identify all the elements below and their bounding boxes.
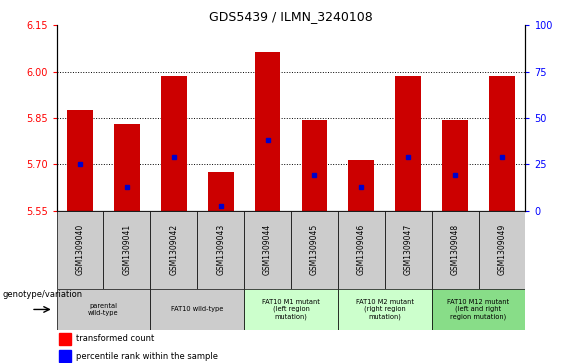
Bar (302, 119, 327, 211)
Text: GSM1309048: GSM1309048 (451, 224, 459, 275)
Bar (338, 289, 432, 330)
Bar (59, 333, 71, 345)
Text: GSM1309043: GSM1309043 (216, 224, 225, 275)
Text: genotype/variation: genotype/variation (3, 290, 83, 299)
Title: GDS5439 / ILMN_3240108: GDS5439 / ILMN_3240108 (209, 10, 373, 23)
Text: transformed count: transformed count (76, 334, 154, 343)
Bar (56, 289, 150, 330)
Bar (396, 76, 421, 211)
Text: GSM1309042: GSM1309042 (170, 224, 178, 275)
Bar (208, 172, 233, 211)
Text: FAT10 M2 mutant
(right region
mutation): FAT10 M2 mutant (right region mutation) (356, 299, 414, 320)
Text: GSM1309049: GSM1309049 (498, 224, 506, 275)
Text: parental
wild-type: parental wild-type (88, 303, 119, 316)
Text: FAT10 M12 mutant
(left and right
region mutation): FAT10 M12 mutant (left and right region … (447, 299, 510, 320)
Text: GSM1309045: GSM1309045 (310, 224, 319, 275)
Bar (489, 76, 515, 211)
Bar (432, 211, 479, 289)
Bar (56, 211, 103, 289)
Text: FAT10 wild-type: FAT10 wild-type (171, 306, 223, 313)
Bar (197, 211, 244, 289)
Bar (432, 289, 525, 330)
Text: percentile rank within the sample: percentile rank within the sample (76, 352, 218, 361)
Bar (479, 211, 525, 289)
Bar (67, 110, 93, 211)
Bar (291, 211, 338, 289)
Bar (161, 76, 186, 211)
Bar (114, 124, 140, 211)
Bar (103, 211, 150, 289)
Bar (244, 211, 291, 289)
Text: GSM1309041: GSM1309041 (123, 224, 131, 275)
Bar (255, 52, 280, 211)
Text: GSM1309040: GSM1309040 (76, 224, 84, 275)
Text: FAT10 M1 mutant
(left region
mutation): FAT10 M1 mutant (left region mutation) (262, 299, 320, 320)
Bar (150, 211, 197, 289)
Bar (150, 289, 244, 330)
Bar (338, 211, 385, 289)
Bar (442, 119, 468, 211)
Bar (244, 289, 338, 330)
Bar (385, 211, 432, 289)
Text: GSM1309046: GSM1309046 (357, 224, 366, 275)
Bar (349, 160, 374, 211)
Bar (59, 350, 71, 362)
Text: GSM1309047: GSM1309047 (404, 224, 412, 275)
Text: GSM1309044: GSM1309044 (263, 224, 272, 275)
